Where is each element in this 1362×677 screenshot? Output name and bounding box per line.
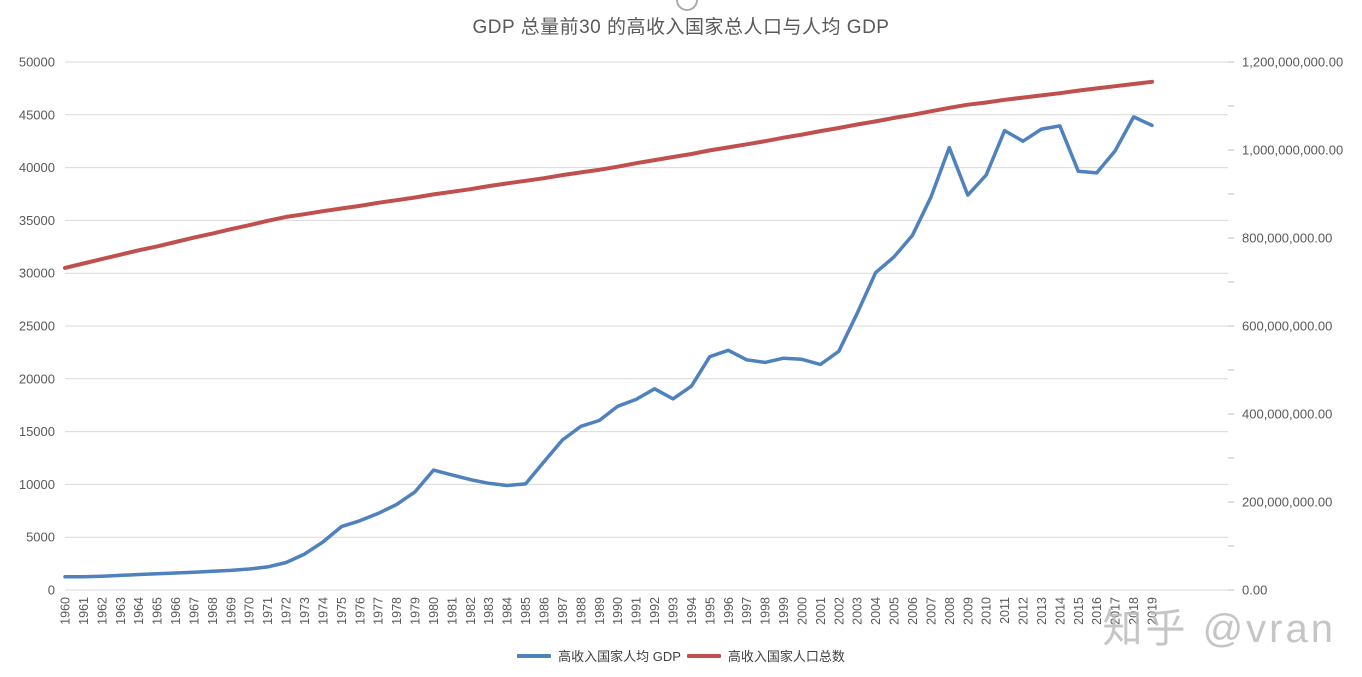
x-tick-label: 1967 bbox=[187, 597, 201, 625]
left-tick-label: 35000 bbox=[19, 213, 55, 228]
x-tick-label: 1983 bbox=[482, 597, 496, 625]
legend-label-population: 高收入国家人口总数 bbox=[727, 649, 845, 664]
right-tick-label: 1,000,000,000.00 bbox=[1242, 143, 1343, 158]
x-tick-label: 1968 bbox=[206, 597, 220, 625]
x-tick-label: 1991 bbox=[630, 597, 644, 625]
x-tick-label: 1965 bbox=[151, 597, 165, 625]
x-tick-label: 2004 bbox=[869, 597, 883, 625]
x-tick-label: 2018 bbox=[1127, 597, 1141, 625]
left-tick-label: 50000 bbox=[19, 55, 55, 70]
x-tick-label: 1996 bbox=[722, 597, 736, 625]
x-tick-label: 1998 bbox=[759, 597, 773, 625]
x-tick-label: 1966 bbox=[169, 597, 183, 625]
legend-item-gdp-per-capita: 高收入国家人均 GDP bbox=[517, 646, 681, 665]
x-tick-label: 2017 bbox=[1109, 597, 1123, 625]
x-tick-label: 1964 bbox=[132, 597, 146, 625]
x-tick-label: 2005 bbox=[888, 597, 902, 625]
x-tick-label: 2002 bbox=[832, 597, 846, 625]
left-tick-label: 15000 bbox=[19, 424, 55, 439]
x-tick-label: 2019 bbox=[1146, 597, 1160, 625]
x-tick-label: 2001 bbox=[814, 597, 828, 625]
left-tick-label: 40000 bbox=[19, 160, 55, 175]
x-tick-label: 2008 bbox=[943, 597, 957, 625]
x-tick-label: 2013 bbox=[1035, 597, 1049, 625]
x-tick-label: 2000 bbox=[795, 597, 809, 625]
gridlines bbox=[65, 61, 1228, 591]
left-tick-label: 20000 bbox=[19, 371, 55, 386]
left-tick-label: 30000 bbox=[19, 266, 55, 281]
x-tick-label: 1974 bbox=[316, 597, 330, 625]
x-tick-label: 1984 bbox=[501, 597, 515, 625]
x-tick-label: 1978 bbox=[390, 597, 404, 625]
left-tick-label: 0 bbox=[48, 583, 55, 598]
x-tick-label: 1995 bbox=[703, 597, 717, 625]
x-tick-label: 1988 bbox=[574, 597, 588, 625]
x-tick-label: 1975 bbox=[335, 597, 349, 625]
right-tick-label: 200,000,000.00 bbox=[1242, 495, 1332, 510]
x-tick-label: 2012 bbox=[1017, 597, 1031, 625]
x-tick-label: 2009 bbox=[961, 597, 975, 625]
series-line-population bbox=[63, 79, 1154, 270]
left-tick-label: 45000 bbox=[19, 107, 55, 122]
x-tick-label: 1963 bbox=[114, 597, 128, 625]
x-tick-label: 2015 bbox=[1072, 597, 1086, 625]
x-tick-label: 2006 bbox=[906, 597, 920, 625]
x-tick-label: 1981 bbox=[445, 597, 459, 625]
right-tick-label: 600,000,000.00 bbox=[1242, 319, 1332, 334]
legend-label-gdp-per-capita: 高收入国家人均 GDP bbox=[558, 649, 681, 664]
x-tick-label: 1997 bbox=[740, 597, 754, 625]
right-tick-label: 800,000,000.00 bbox=[1242, 231, 1332, 246]
x-tick-label: 1970 bbox=[243, 597, 257, 625]
series-line-gdp-per-capita bbox=[63, 115, 1154, 579]
x-tick-label: 1986 bbox=[538, 597, 552, 625]
x-tick-label: 2014 bbox=[1053, 597, 1067, 625]
x-tick-label: 1987 bbox=[556, 597, 570, 625]
right-tick-label: 400,000,000.00 bbox=[1242, 407, 1332, 422]
x-tick-label: 1982 bbox=[464, 597, 478, 625]
x-tick-label: 1960 bbox=[59, 597, 73, 625]
x-tick-label: 1993 bbox=[666, 597, 680, 625]
x-tick-label: 1962 bbox=[95, 597, 109, 625]
left-tick-label: 5000 bbox=[26, 530, 55, 545]
x-tick-label: 1973 bbox=[298, 597, 312, 625]
x-tick-label: 1969 bbox=[224, 597, 238, 625]
left-axis-labels: 0 5000 10000 15000 20000 25000 30000 35000 40000… bbox=[19, 55, 55, 598]
legend-swatch-gdp-line bbox=[517, 653, 552, 658]
x-tick-label: 1976 bbox=[353, 597, 367, 625]
left-tick-label: 25000 bbox=[19, 319, 55, 334]
x-tick-label: 1985 bbox=[519, 597, 533, 625]
x-tick-label: 1961 bbox=[77, 597, 91, 625]
x-tick-label: 1989 bbox=[593, 597, 607, 625]
legend-item-population: 高收入国家人口总数 bbox=[686, 646, 845, 665]
right-tick-label: 0.00 bbox=[1242, 583, 1267, 598]
chart-title: GDP 总量前30 的高收入国家总人口与人均 GDP bbox=[472, 17, 890, 38]
x-axis-labels: 1960 1961 1962 1963 1964 1965 1966 1967 1968 1969… bbox=[59, 597, 1160, 625]
x-tick-label: 2011 bbox=[998, 597, 1012, 624]
x-tick-label: 1979 bbox=[409, 597, 423, 625]
left-tick-label: 10000 bbox=[19, 477, 55, 492]
x-tick-label: 2010 bbox=[980, 597, 994, 625]
legend: 高收入国家人均 GDP 高收入国家人口总数 bbox=[0, 646, 1362, 665]
x-tick-label: 1999 bbox=[777, 597, 791, 625]
x-tick-label: 1971 bbox=[261, 597, 275, 625]
x-tick-label: 1980 bbox=[427, 597, 441, 625]
right-axis-labels: 0.00 200,000,000.00 400,000,000.00 600,000,… bbox=[1228, 55, 1343, 598]
legend-swatch-population-line bbox=[686, 653, 721, 658]
x-tick-label: 2003 bbox=[851, 597, 865, 625]
x-tick-label: 1992 bbox=[648, 597, 662, 625]
x-tick-label: 2016 bbox=[1090, 597, 1104, 625]
x-tick-label: 1994 bbox=[685, 597, 699, 625]
watermark: 知乎 @vran bbox=[1102, 607, 1336, 651]
x-tick-label: 1977 bbox=[372, 597, 386, 625]
x-tick-label: 1972 bbox=[280, 597, 294, 625]
x-tick-label: 1990 bbox=[611, 597, 625, 625]
right-tick-label: 1,200,000,000.00 bbox=[1242, 55, 1343, 70]
x-tick-label: 2007 bbox=[924, 597, 938, 625]
